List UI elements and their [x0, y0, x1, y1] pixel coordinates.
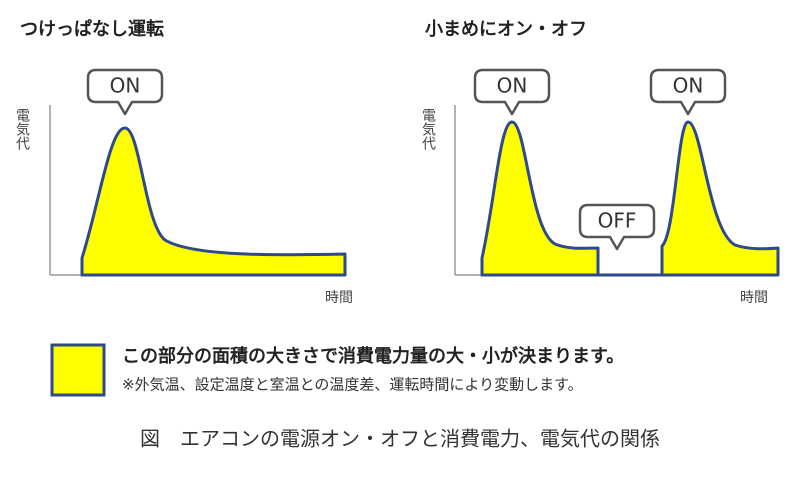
panel-title: つけっぱなし運転 [20, 18, 164, 40]
callout [473, 68, 551, 116]
callout-text: ON [110, 74, 141, 98]
usage-area [660, 120, 780, 277]
usage-area [480, 120, 600, 277]
x-axis-label: 時間 [740, 290, 768, 306]
panel-title: 小まめにオン・オフ [425, 19, 587, 40]
callout [578, 203, 656, 251]
y-axis-label: 電気代 [420, 108, 436, 151]
x-axis-label: 時間 [325, 290, 353, 306]
legend-text: この部分の面積の大きさで消費電力量の大・小が決まります。 [122, 345, 624, 367]
legend-note: ※外気温、設定温度と室温との温度差、運転時間により変動します。 [122, 376, 583, 394]
y-axis-label: 電気代 [14, 108, 30, 151]
callout-text: ON [673, 74, 704, 98]
callout-text: OFF [598, 209, 637, 233]
usage-area [80, 126, 347, 277]
callout [86, 68, 164, 116]
caption: 図 エアコンの電源オン・オフと消費電力、電気代の関係 [140, 427, 660, 451]
callout-text: ON [497, 74, 528, 98]
callout [649, 68, 727, 116]
legend-swatch [50, 343, 106, 397]
